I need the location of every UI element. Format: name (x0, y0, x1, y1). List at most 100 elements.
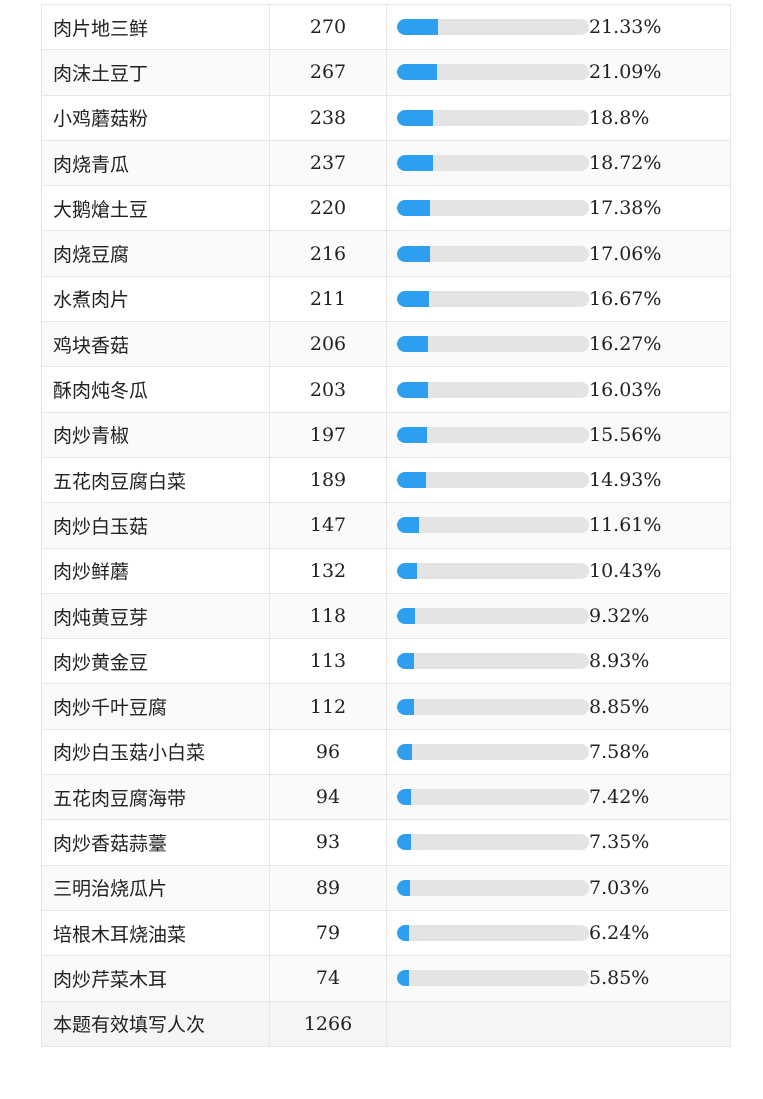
option-percent: 7.58% (589, 740, 650, 763)
option-count: 132 (269, 547, 387, 594)
ratio-bar-group: 7.35% (387, 831, 730, 853)
option-label: 水煮肉片 (41, 275, 270, 323)
progress-bar-fill (397, 562, 418, 579)
progress-bar-fill (397, 970, 409, 987)
option-percent: 10.43% (589, 559, 662, 582)
option-ratio-cell: 17.38% (386, 185, 731, 232)
option-ratio-cell: 5.85% (386, 955, 731, 1002)
ratio-bar-group: 8.93% (387, 650, 730, 672)
progress-bar-track (397, 517, 589, 534)
progress-bar-track (397, 743, 589, 760)
option-ratio-cell: 21.09% (386, 49, 731, 96)
progress-bar-track (397, 653, 589, 670)
table-row: 肉炒千叶豆腐 112 8.85% (41, 683, 731, 730)
option-count: 216 (269, 230, 387, 277)
progress-bar-track (397, 336, 589, 353)
option-count: 89 (269, 864, 387, 911)
table-row: 酥肉炖冬瓜 203 16.03% (41, 366, 731, 413)
progress-bar-fill (397, 743, 412, 760)
option-label: 肉烧青瓜 (41, 139, 270, 187)
progress-bar-fill (397, 834, 412, 851)
progress-bar-fill (397, 925, 409, 942)
table-row: 肉炖黄豆芽 118 9.32% (41, 592, 731, 640)
progress-bar-fill (397, 426, 427, 443)
option-percent: 16.03% (589, 378, 662, 401)
table-row: 肉沫土豆丁 267 21.09% (41, 49, 731, 96)
progress-bar-track (397, 834, 589, 851)
option-count: 237 (269, 139, 387, 187)
ratio-bar-group: 6.24% (387, 922, 730, 944)
ratio-bar-group: 18.8% (387, 107, 730, 129)
ratio-bar-group: 11.61% (387, 514, 730, 536)
table-row: 水煮肉片 211 16.67% (41, 275, 731, 323)
option-count: 238 (269, 94, 387, 141)
option-label: 五花肉豆腐白菜 (41, 456, 270, 504)
table-row: 鸡块香菇 206 16.27% (41, 321, 731, 368)
results-table: 肉片地三鲜 270 21.33% 肉沫土豆丁 267 21.09% 小鸡蘑菇粉 238 18.8… (41, 3, 731, 1047)
option-label: 肉炒黄金豆 (41, 638, 270, 685)
option-percent: 17.38% (589, 197, 662, 220)
table-row: 大鹅熗土豆 220 17.38% (41, 185, 731, 232)
option-label: 肉炒鲜蘑 (41, 547, 270, 594)
option-ratio-cell: 8.93% (386, 638, 731, 685)
option-label: 肉炒芹菜木耳 (41, 955, 270, 1002)
option-label: 培根木耳烧油菜 (41, 909, 270, 957)
option-count: 206 (269, 321, 387, 368)
option-count: 93 (269, 819, 387, 866)
ratio-bar-group: 9.32% (387, 605, 730, 627)
option-count: 220 (269, 185, 387, 232)
progress-bar-fill (397, 245, 430, 262)
ratio-bar-group: 21.09% (387, 61, 730, 83)
option-label: 肉炒白玉菇小白菜 (41, 728, 270, 776)
table-row: 五花肉豆腐白菜 189 14.93% (41, 456, 731, 504)
total-empty-cell (386, 1000, 731, 1047)
option-ratio-cell: 18.72% (386, 139, 731, 187)
option-ratio-cell: 7.42% (386, 774, 731, 821)
ratio-bar-group: 17.06% (387, 243, 730, 265)
table-row: 肉炒芹菜木耳 74 5.85% (41, 955, 731, 1002)
option-percent: 7.42% (589, 786, 650, 809)
option-percent: 6.24% (589, 922, 650, 945)
option-ratio-cell: 7.03% (386, 864, 731, 911)
total-label: 本题有效填写人次 (41, 1000, 270, 1047)
progress-bar-fill (397, 109, 434, 126)
option-count: 147 (269, 502, 387, 549)
table-row: 小鸡蘑菇粉 238 18.8% (41, 94, 731, 141)
table-row: 肉烧青瓜 237 18.72% (41, 139, 731, 187)
option-count: 74 (269, 955, 387, 1002)
option-count: 189 (269, 456, 387, 504)
table-row: 肉炒青椒 197 15.56% (41, 411, 731, 458)
option-count: 96 (269, 728, 387, 776)
progress-bar-fill (397, 200, 431, 217)
option-percent: 11.61% (589, 514, 662, 537)
option-percent: 14.93% (589, 469, 662, 492)
ratio-bar-group: 16.03% (387, 379, 730, 401)
progress-bar-fill (397, 64, 438, 81)
option-label: 大鹅熗土豆 (41, 185, 270, 232)
progress-bar-track (397, 879, 589, 896)
ratio-bar-group: 8.85% (387, 696, 730, 718)
option-ratio-cell: 6.24% (386, 909, 731, 957)
table-row: 五花肉豆腐海带 94 7.42% (41, 774, 731, 821)
progress-bar-track (397, 698, 589, 715)
option-ratio-cell: 14.93% (386, 456, 731, 504)
option-label: 肉片地三鲜 (41, 3, 270, 51)
progress-bar-track (397, 970, 589, 987)
results-table-body: 肉片地三鲜 270 21.33% 肉沫土豆丁 267 21.09% 小鸡蘑菇粉 238 18.8… (41, 3, 731, 1002)
table-row: 肉片地三鲜 270 21.33% (41, 3, 731, 51)
table-row: 肉炒黄金豆 113 8.93% (41, 638, 731, 685)
option-count: 211 (269, 275, 387, 323)
progress-bar-track (397, 472, 589, 489)
table-row: 肉炒香菇蒜薹 93 7.35% (41, 819, 731, 866)
progress-bar-track (397, 109, 589, 126)
progress-bar-fill (397, 381, 428, 398)
ratio-bar-group: 14.93% (387, 469, 730, 491)
option-label: 肉炒青椒 (41, 411, 270, 458)
table-row: 培根木耳烧油菜 79 6.24% (41, 909, 731, 957)
progress-bar-track (397, 925, 589, 942)
option-ratio-cell: 21.33% (386, 3, 731, 51)
progress-bar-fill (397, 19, 438, 36)
total-count: 1266 (269, 1000, 387, 1047)
option-label: 肉炒千叶豆腐 (41, 683, 270, 730)
progress-bar-track (397, 64, 589, 81)
